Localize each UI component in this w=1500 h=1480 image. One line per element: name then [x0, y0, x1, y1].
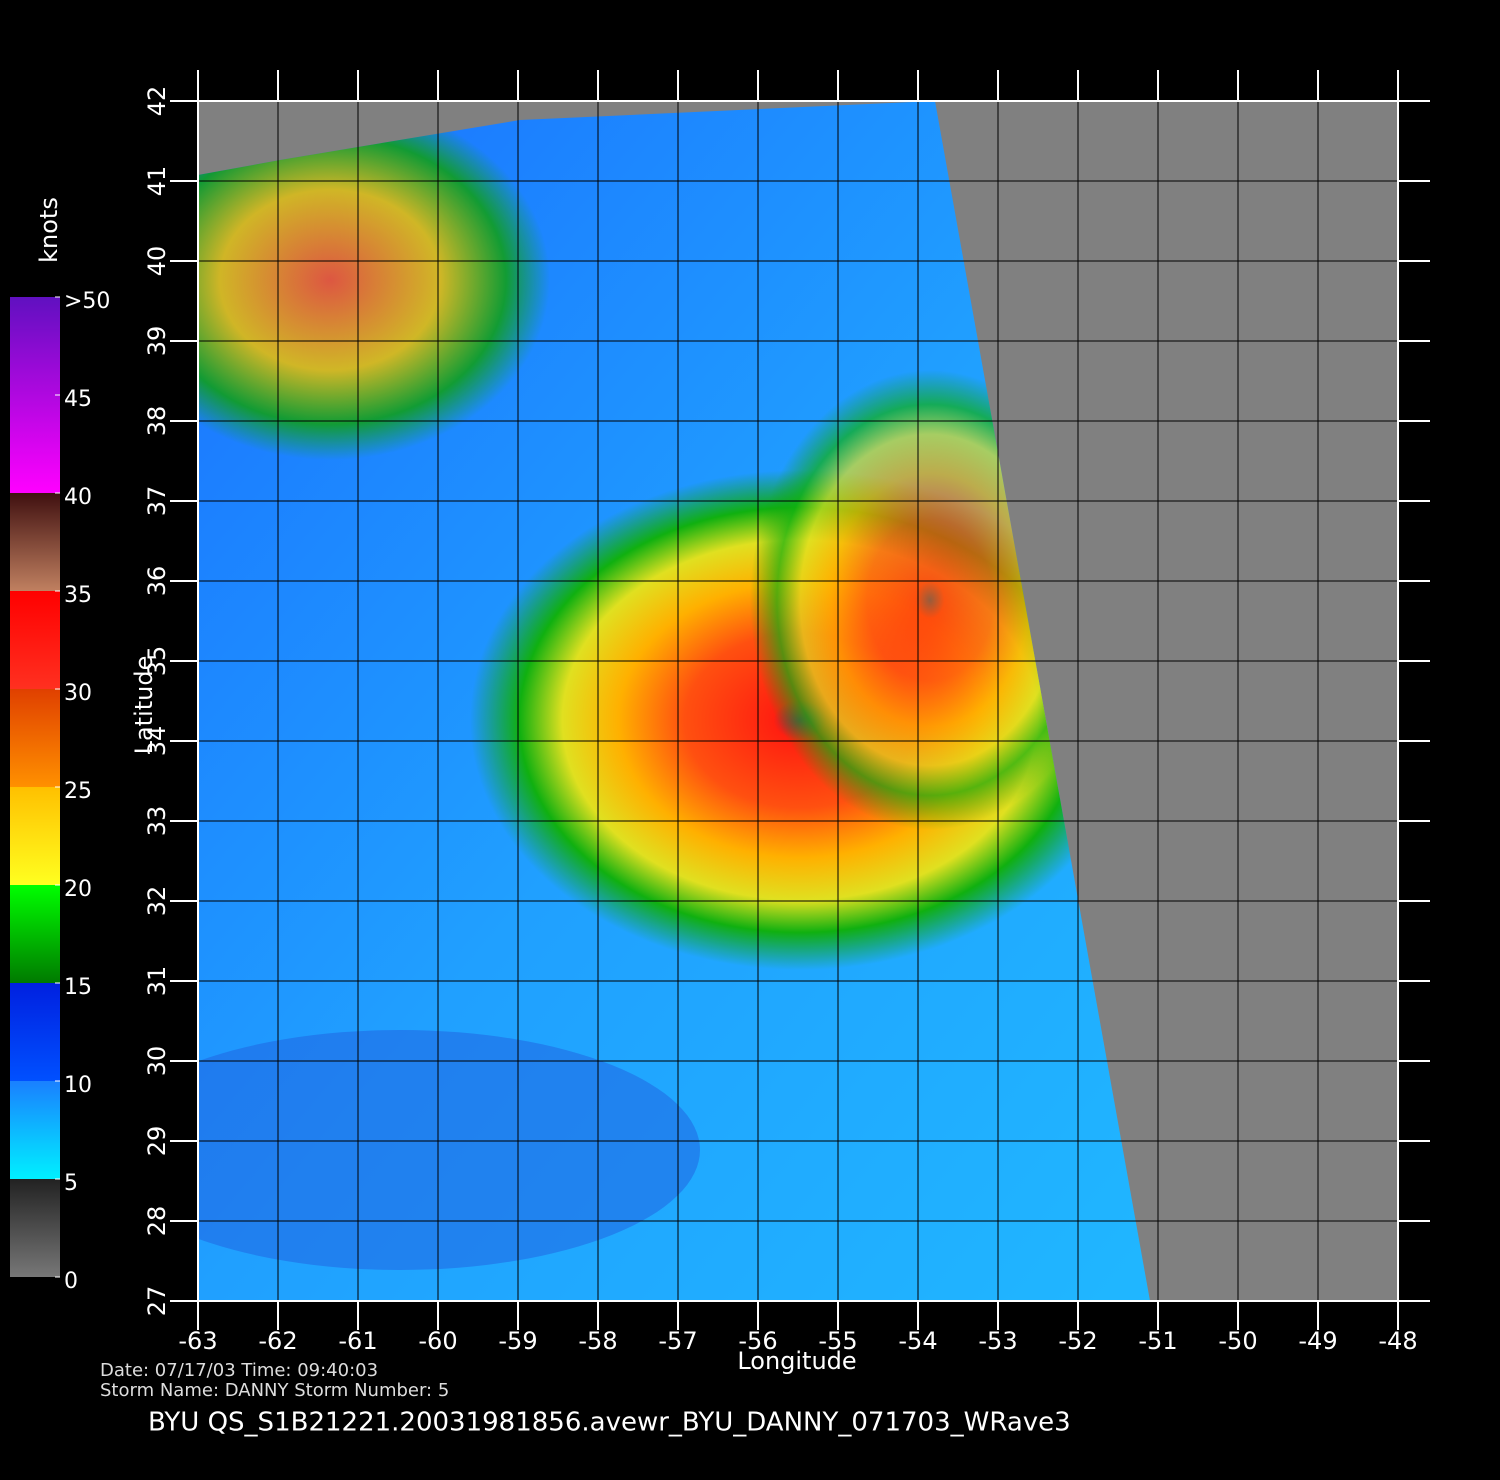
colorbar-tick-label: 5 — [64, 1171, 78, 1196]
x-tick-label: -50 — [1218, 1327, 1257, 1355]
colorbar-tick-label: >50 — [64, 289, 110, 314]
y-tick-label: 37 — [143, 486, 171, 517]
colorbar-tick-label: 20 — [64, 877, 92, 902]
x-tick-label: -57 — [658, 1327, 697, 1355]
x-tick-label: -54 — [898, 1327, 937, 1355]
y-tick-label: 28 — [143, 1206, 171, 1237]
colorbar-tick-label: 45 — [64, 387, 92, 412]
x-tick-label: -60 — [418, 1327, 457, 1355]
x-tick-label: -55 — [818, 1327, 857, 1355]
colorbar-tick-label: 25 — [64, 779, 92, 804]
y-tick-label: 34 — [143, 726, 171, 757]
x-tick-label: -59 — [498, 1327, 537, 1355]
colorbar-tick-label: 40 — [64, 485, 92, 510]
x-tick-label: -51 — [1138, 1327, 1177, 1355]
storm-line: Storm Name: DANNY Storm Number: 5 — [100, 1380, 449, 1401]
x-tick-label: -56 — [738, 1327, 777, 1355]
plot-frame — [197, 100, 1399, 1302]
y-tick-label: 41 — [143, 166, 171, 197]
colorbar-tick-label: 35 — [64, 583, 92, 608]
y-tick-label: 42 — [143, 86, 171, 117]
x-axis-label: Longitude — [737, 1347, 856, 1375]
y-tick-label: 38 — [143, 406, 171, 437]
y-tick-label: 30 — [143, 1046, 171, 1077]
y-tick-label: 33 — [143, 806, 171, 837]
y-tick-label: 32 — [143, 886, 171, 917]
colorbar-tick-label: 10 — [64, 1073, 92, 1098]
x-tick-label: -48 — [1378, 1327, 1417, 1355]
colorbar-tick-label: 15 — [64, 975, 92, 1000]
x-tick-label: -49 — [1298, 1327, 1337, 1355]
date-line: Date: 07/17/03 Time: 09:40:03 — [100, 1360, 378, 1381]
y-tick-label: 27 — [143, 1286, 171, 1317]
y-tick-label: 40 — [143, 246, 171, 277]
colorbar-tick-label: 30 — [64, 681, 92, 706]
y-tick-label: 31 — [143, 966, 171, 997]
colorbar-label: knots — [35, 197, 63, 263]
y-tick-label: 29 — [143, 1126, 171, 1157]
y-tick-label: 35 — [143, 646, 171, 677]
x-tick-label: -61 — [338, 1327, 377, 1355]
colorbar — [10, 297, 60, 1277]
x-tick-label: -53 — [978, 1327, 1017, 1355]
y-axis-label: Latitude — [130, 656, 158, 755]
x-tick-label: -63 — [178, 1327, 217, 1355]
colorbar-tick-label: 0 — [64, 1269, 78, 1294]
x-tick-label: -52 — [1058, 1327, 1097, 1355]
y-tick-label: 39 — [143, 326, 171, 357]
x-tick-label: -58 — [578, 1327, 617, 1355]
y-tick-label: 36 — [143, 566, 171, 597]
title: BYU QS_S1B21221.20031981856.avewr_BYU_DA… — [148, 1408, 1071, 1438]
x-tick-label: -62 — [258, 1327, 297, 1355]
